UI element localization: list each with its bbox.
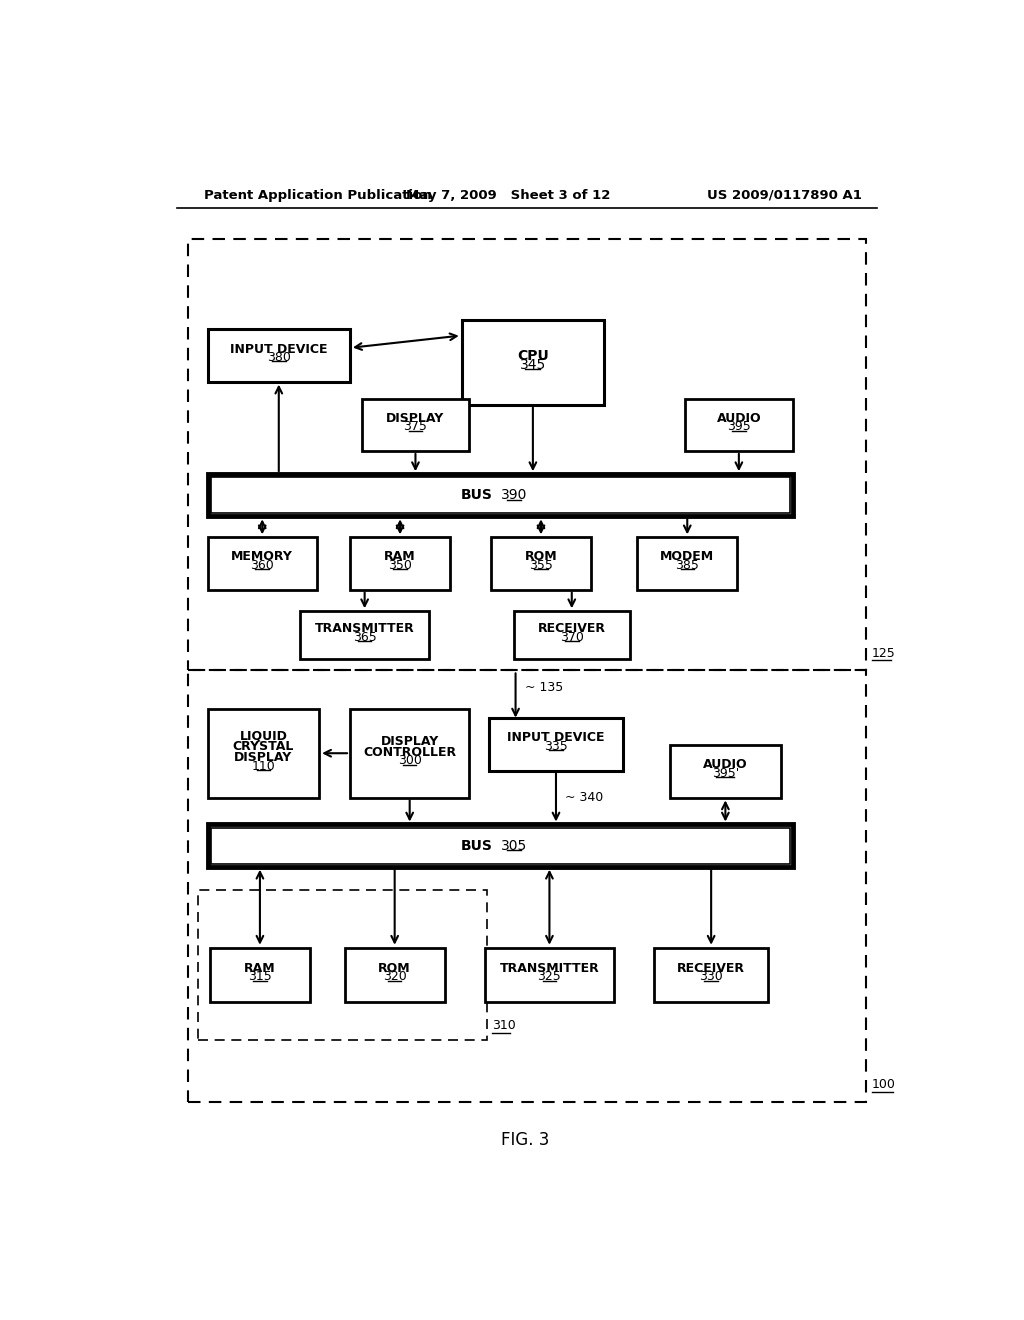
Text: 380: 380 [267,351,291,364]
Bar [188,671,866,1102]
Text: 100: 100 [872,1078,896,1090]
Text: 385: 385 [676,560,699,572]
Text: 370: 370 [560,631,584,644]
Text: 300: 300 [397,754,422,767]
Text: 375: 375 [403,421,427,433]
Text: 110: 110 [252,760,275,772]
Text: 395: 395 [727,421,751,433]
Text: DISPLAY: DISPLAY [381,735,439,748]
Text: RAM: RAM [384,550,416,564]
Bar [637,537,737,590]
Text: TRANSMITTER: TRANSMITTER [500,962,599,974]
Text: MODEM: MODEM [660,550,715,564]
Text: 315: 315 [248,970,271,983]
Text: AUDIO: AUDIO [717,412,761,425]
Text: DISPLAY: DISPLAY [386,412,444,425]
Text: RAM: RAM [244,962,275,974]
Text: ROM: ROM [524,550,557,564]
Text: US 2009/0117890 A1: US 2009/0117890 A1 [708,189,862,202]
Text: 345: 345 [520,358,546,372]
Text: ~ 340: ~ 340 [565,791,603,804]
Text: Patent Application Publication: Patent Application Publication [204,189,431,202]
Bar [345,948,444,1002]
Text: INPUT DEVICE: INPUT DEVICE [507,731,605,744]
Text: CRYSTAL: CRYSTAL [232,741,294,754]
Text: FIG. 3: FIG. 3 [501,1131,549,1150]
Text: 350: 350 [388,560,412,572]
Text: RECEIVER: RECEIVER [677,962,745,974]
Bar [670,744,781,797]
Text: 390: 390 [501,488,527,503]
Text: BUS: BUS [461,488,493,503]
Text: AUDIO: AUDIO [703,759,748,771]
Text: BUS: BUS [461,838,493,853]
Bar [208,474,793,516]
Bar [208,537,316,590]
Text: INPUT DEVICE: INPUT DEVICE [230,343,328,355]
Bar [488,718,624,771]
Bar [484,948,614,1002]
Bar [654,948,768,1002]
Bar [350,537,451,590]
Text: LIQUID: LIQUID [240,730,288,742]
Bar [208,330,350,381]
Text: MEMORY: MEMORY [231,550,293,564]
Text: 310: 310 [492,1019,515,1032]
Bar [188,239,866,671]
Bar [300,611,429,659]
Text: 125: 125 [872,647,896,660]
Bar [514,611,630,659]
Text: 355: 355 [529,560,553,572]
Bar [361,399,469,451]
Text: DISPLAY: DISPLAY [234,751,293,764]
Bar [490,537,591,590]
Text: 330: 330 [699,970,723,983]
Text: CPU: CPU [517,348,549,363]
Text: 365: 365 [352,631,377,644]
Text: 360: 360 [250,560,274,572]
Text: 325: 325 [538,970,561,983]
Bar [685,399,793,451]
Text: ROM: ROM [378,962,411,974]
Text: May 7, 2009   Sheet 3 of 12: May 7, 2009 Sheet 3 of 12 [406,189,610,202]
Text: ~ 135: ~ 135 [524,681,563,694]
Bar [211,478,790,513]
Text: CONTROLLER: CONTROLLER [364,746,457,759]
Bar [199,890,487,1040]
Text: 320: 320 [383,970,407,983]
Bar [211,828,790,863]
Bar [210,948,310,1002]
Bar [208,709,319,797]
Text: 335: 335 [544,741,568,752]
Bar [462,321,604,405]
Text: RECEIVER: RECEIVER [538,622,606,635]
Text: 305: 305 [501,838,527,853]
Text: TRANSMITTER: TRANSMITTER [314,622,415,635]
Text: 395': 395' [712,767,739,780]
Bar [350,709,469,797]
Bar [208,825,793,867]
